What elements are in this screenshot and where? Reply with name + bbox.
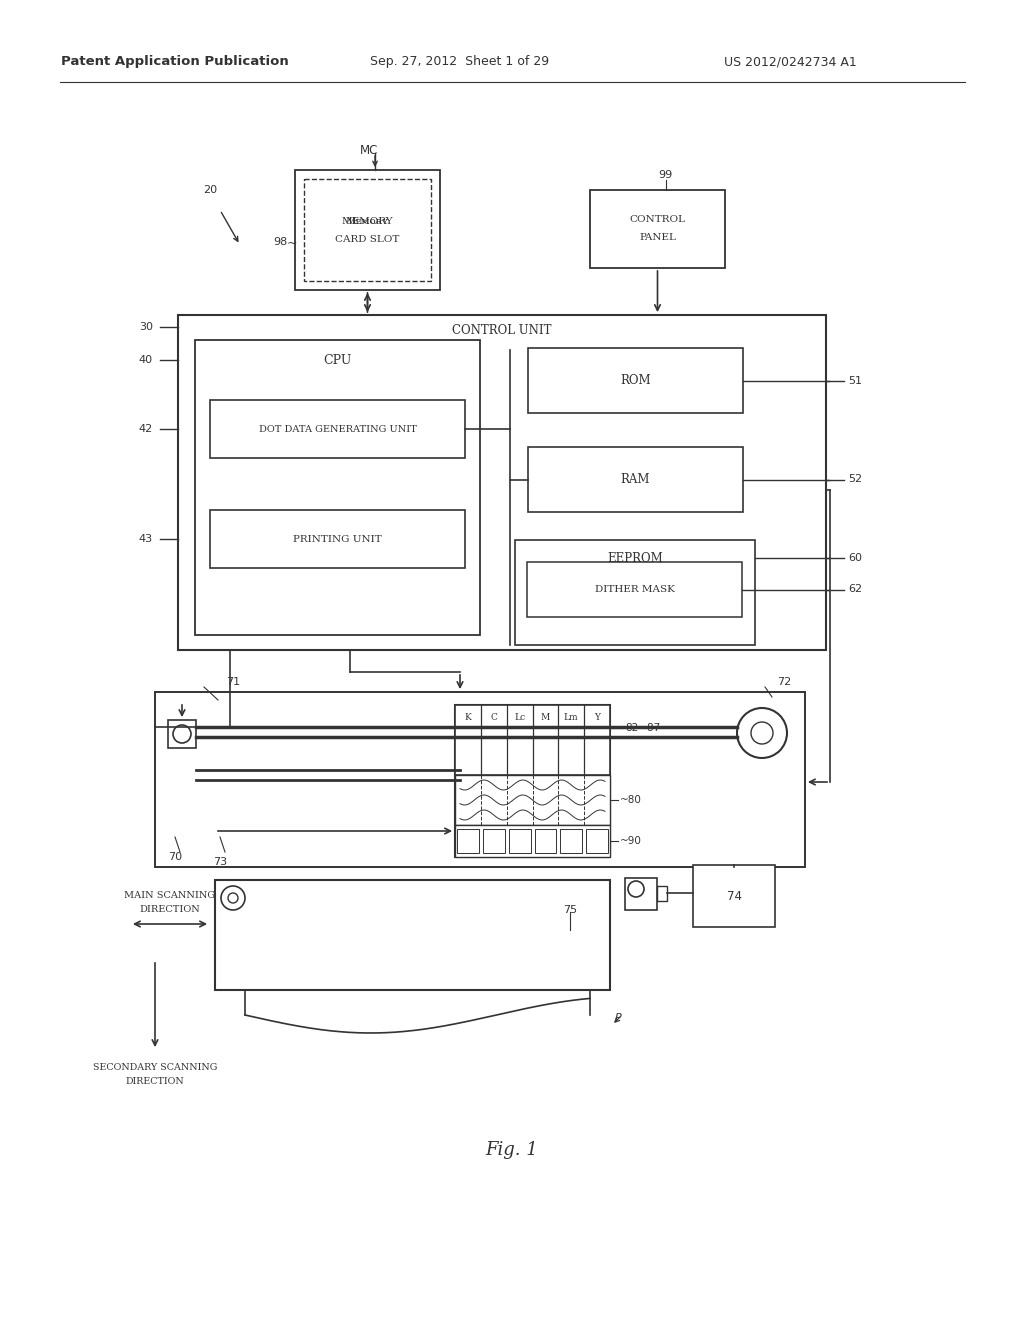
Bar xyxy=(455,775,610,825)
Bar xyxy=(455,705,610,775)
Text: CONTROL: CONTROL xyxy=(630,215,685,224)
Text: 62: 62 xyxy=(848,585,862,594)
Text: MEMORY: MEMORY xyxy=(342,216,393,226)
Text: 40: 40 xyxy=(139,355,153,366)
Bar xyxy=(586,829,608,853)
Text: 72: 72 xyxy=(777,677,792,686)
Bar xyxy=(455,705,610,857)
Text: EEPROM: EEPROM xyxy=(607,552,663,565)
Bar xyxy=(528,348,743,413)
Text: CARD SLOT: CARD SLOT xyxy=(335,235,399,243)
Text: Y: Y xyxy=(594,713,600,722)
Text: 71: 71 xyxy=(226,677,240,686)
Bar xyxy=(535,829,556,853)
Text: M: M xyxy=(541,713,550,722)
Text: Sep. 27, 2012  Sheet 1 of 29: Sep. 27, 2012 Sheet 1 of 29 xyxy=(371,55,550,69)
Text: SECONDARY SCANNING: SECONDARY SCANNING xyxy=(93,1064,217,1072)
Text: 99: 99 xyxy=(658,170,673,180)
Bar xyxy=(515,540,755,645)
Text: ~90: ~90 xyxy=(620,836,642,846)
Text: K: K xyxy=(465,713,471,722)
Text: 42: 42 xyxy=(138,424,153,434)
Bar xyxy=(295,170,440,290)
Text: DOT DATA GENERATING UNIT: DOT DATA GENERATING UNIT xyxy=(259,425,417,433)
Bar xyxy=(527,562,742,616)
Text: PANEL: PANEL xyxy=(639,234,676,243)
Text: ~80: ~80 xyxy=(620,795,642,805)
Bar xyxy=(457,829,479,853)
Bar xyxy=(483,829,505,853)
Text: C: C xyxy=(490,713,498,722)
Bar xyxy=(560,829,583,853)
Text: Patent Application Publication: Patent Application Publication xyxy=(61,55,289,69)
Text: 73: 73 xyxy=(213,857,227,867)
Bar xyxy=(528,447,743,512)
Text: ~: ~ xyxy=(287,236,297,249)
Bar xyxy=(509,829,530,853)
Text: 30: 30 xyxy=(139,322,153,333)
Text: Fig. 1: Fig. 1 xyxy=(485,1140,539,1159)
Bar xyxy=(625,878,657,909)
Text: 43: 43 xyxy=(139,535,153,544)
Text: PRINTING UNIT: PRINTING UNIT xyxy=(293,535,382,544)
Text: DIRECTION: DIRECTION xyxy=(126,1077,184,1086)
Text: MAIN SCANNING: MAIN SCANNING xyxy=(125,891,216,900)
Bar xyxy=(215,880,610,990)
Text: P: P xyxy=(615,1012,622,1023)
Bar xyxy=(210,400,465,458)
Text: 20: 20 xyxy=(203,185,217,195)
Text: Lm: Lm xyxy=(564,713,579,722)
Bar xyxy=(693,865,775,927)
Bar xyxy=(455,825,610,857)
Text: 75: 75 xyxy=(563,906,578,915)
Text: RAM: RAM xyxy=(621,473,650,486)
Bar xyxy=(155,692,805,867)
Text: Mᴇᴍᴏʀʏ: Mᴇᴍᴏʀʏ xyxy=(346,216,389,226)
Text: 74: 74 xyxy=(726,890,741,903)
Text: US 2012/0242734 A1: US 2012/0242734 A1 xyxy=(724,55,856,69)
Text: 60: 60 xyxy=(848,553,862,564)
Text: 98: 98 xyxy=(272,238,287,247)
Bar xyxy=(168,719,196,748)
Text: CONTROL UNIT: CONTROL UNIT xyxy=(453,325,552,338)
Bar xyxy=(195,341,480,635)
Bar xyxy=(304,180,431,281)
Text: MC: MC xyxy=(360,144,379,157)
Text: CPU: CPU xyxy=(324,354,351,367)
Text: 70: 70 xyxy=(168,851,182,862)
Bar xyxy=(590,190,725,268)
Text: 51: 51 xyxy=(848,375,862,385)
Text: Lc: Lc xyxy=(514,713,525,722)
Text: 82~87: 82~87 xyxy=(625,723,660,733)
Text: DIRECTION: DIRECTION xyxy=(139,906,201,915)
Bar xyxy=(657,886,667,902)
Bar xyxy=(178,315,826,649)
Text: 52: 52 xyxy=(848,474,862,484)
Text: ROM: ROM xyxy=(621,374,651,387)
Bar xyxy=(210,510,465,568)
Text: DITHER MASK: DITHER MASK xyxy=(595,585,675,594)
